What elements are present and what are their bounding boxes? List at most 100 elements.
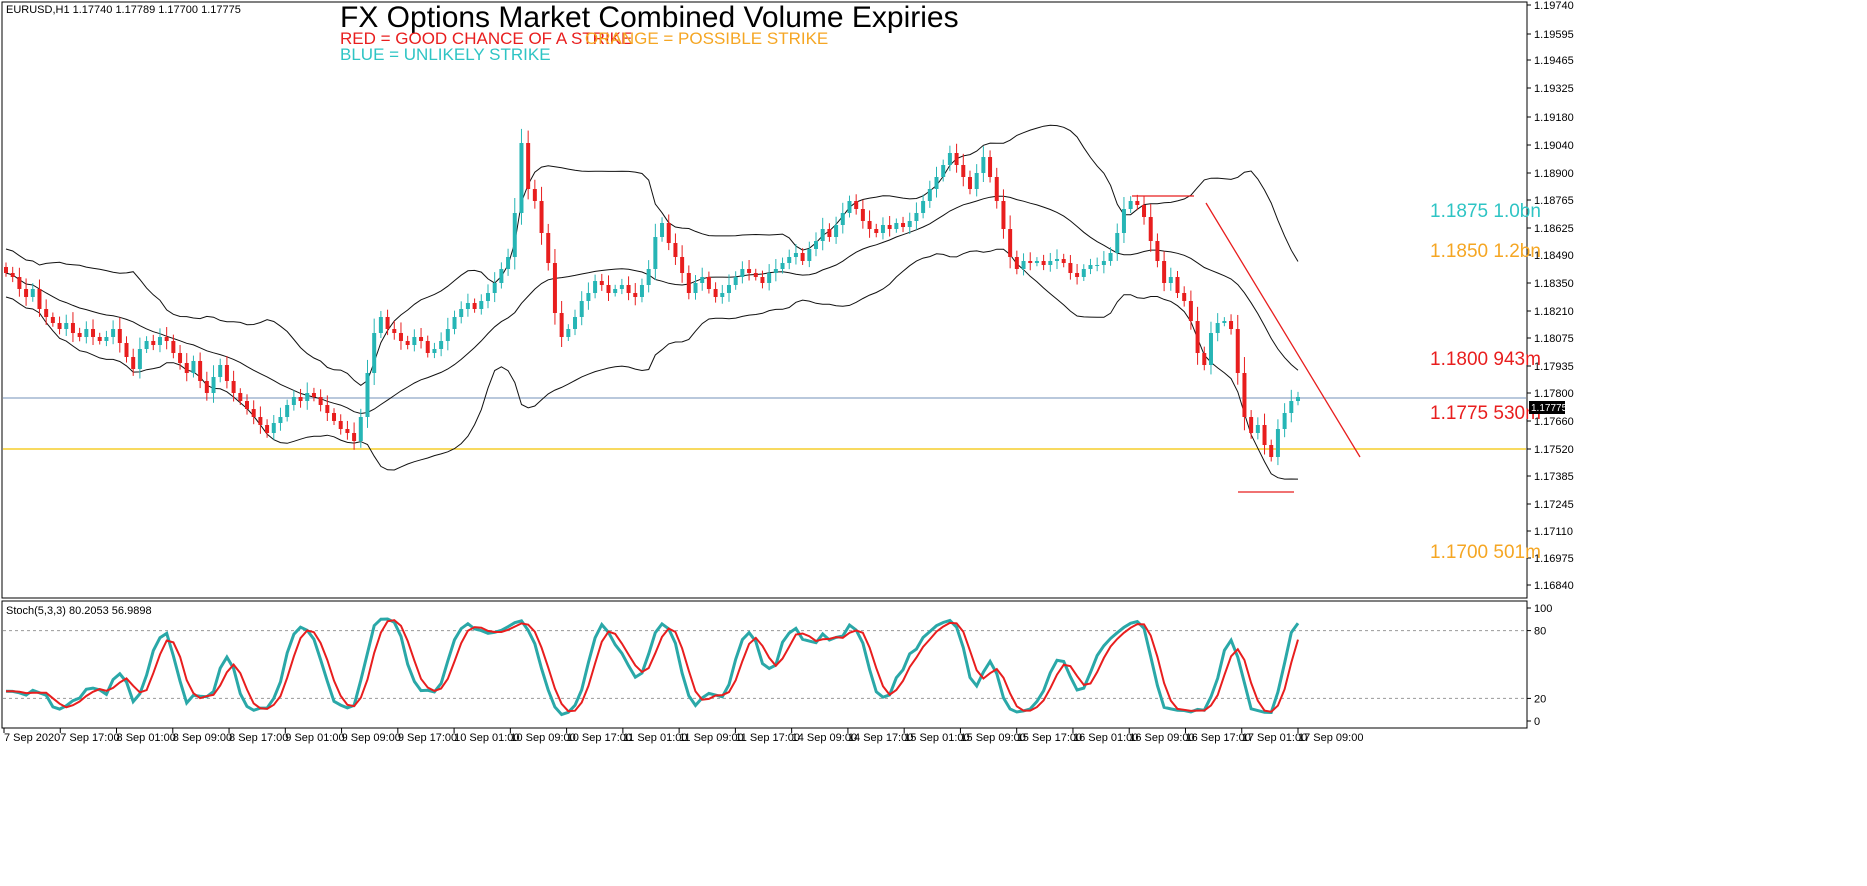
candle-body [827,229,832,237]
time-axis: 7 Sep 2020 7 Sep 17:008 Sep 01:008 Sep 09… [3,728,1363,744]
candle-body [760,277,765,283]
candle-body [211,377,216,393]
time-tick-label: 11 Sep 09:00 [679,732,744,744]
candle-body [1021,261,1026,269]
candle-body [1168,277,1173,283]
time-tick-label: 11 Sep 17:00 [735,732,800,744]
time-tick-label: 10 Sep 01:00 [454,732,519,744]
candle-body [566,329,571,337]
candle-body [1075,273,1080,277]
candle-body [459,309,464,317]
candle-body [1162,261,1167,283]
candle-body [619,285,624,289]
candle-body [265,425,270,433]
candle-body [492,283,497,293]
candle-body [1061,259,1066,263]
candle-body [820,229,825,241]
time-tick-label: 7 Sep 17:00 [60,732,119,744]
chart-title: FX Options Market Combined Volume Expiri… [340,1,959,34]
candle-body [660,223,665,237]
candle-body [1195,321,1200,353]
candle-body [867,221,872,229]
candle-body [412,337,417,345]
candle-body [419,337,424,341]
candle-body [278,417,283,423]
candle-body [1001,201,1006,229]
candle-body [50,317,55,323]
candle-body [1095,265,1100,266]
candle-body [573,317,578,329]
candle-body [981,157,986,173]
price-tick-label: 1.16975 [1534,553,1574,565]
candle-body [1048,261,1053,265]
candle-body [927,189,932,201]
reference-lines [3,397,1526,450]
candle-body [559,313,564,337]
candle-body [285,405,290,417]
candle-body [720,293,725,297]
candle-body [4,267,8,273]
candle-body [673,243,678,257]
bollinger-lower [5,248,1299,480]
legend-orange: ORANGE = POSSIBLE STRIKE [585,29,828,48]
time-tick-label: 15 Sep 01:00 [904,732,969,744]
candle-body [305,393,310,401]
candle-body [914,213,919,221]
candle-body [593,281,598,293]
price-tick-label: 1.19740 [1534,0,1574,12]
candle-body [445,329,450,341]
candle-body [1269,445,1274,457]
candle-body [552,263,557,313]
bollinger-bands [5,124,1299,480]
time-tick-label: 17 Sep 09:00 [1298,732,1363,744]
time-tick-label: 17 Sep 01:00 [1242,732,1307,744]
candle-body [91,329,96,337]
candle-body [834,225,839,237]
legend-red: RED = GOOD CHANCE OF A STRIKE [340,29,632,48]
candle-body [639,285,644,297]
candle-body [97,337,102,341]
candle-body [311,393,316,397]
candle-body [1222,321,1227,323]
candle-body [137,349,142,369]
candle-body [700,277,705,283]
candle-body [338,421,343,429]
candle-body [1128,201,1133,209]
candle-body [613,289,618,293]
candle-body [1041,261,1046,265]
price-tick-label: 1.19040 [1534,140,1574,152]
candle-body [1135,201,1140,205]
time-tick-label: 16 Sep 01:00 [1073,732,1138,744]
candle-body [378,317,383,333]
candle-body [224,365,229,381]
candle-body [1028,261,1033,263]
candle-body [579,301,584,317]
candle-body [1034,261,1039,263]
price-tick-label: 1.19595 [1534,29,1574,41]
time-tick-label: 10 Sep 17:00 [567,732,632,744]
candle-body [626,285,631,293]
time-tick-label: 7 Sep 2020 [4,732,60,744]
candle-body [586,293,591,301]
price-tick-label: 1.19180 [1534,112,1574,124]
candle-body [204,381,209,393]
current-price-tag [1529,401,1565,414]
candle-body [954,153,959,165]
candle-body [1296,397,1300,401]
candle-body [1229,321,1234,329]
candle-body [599,281,604,285]
candle-body [807,249,812,261]
candle-body [880,225,885,233]
price-tick-label: 1.19465 [1534,55,1574,67]
candle-body [231,381,236,393]
candle-body [1262,425,1267,445]
candle-body [1148,217,1153,241]
candle-body [994,177,999,201]
price-tick-label: 1.17385 [1534,471,1574,483]
candle-body [432,349,437,353]
candle-body [479,301,484,309]
candle-body [291,397,296,405]
candle-body [860,209,865,221]
candle-body [84,329,89,337]
candle-body [1182,293,1187,301]
